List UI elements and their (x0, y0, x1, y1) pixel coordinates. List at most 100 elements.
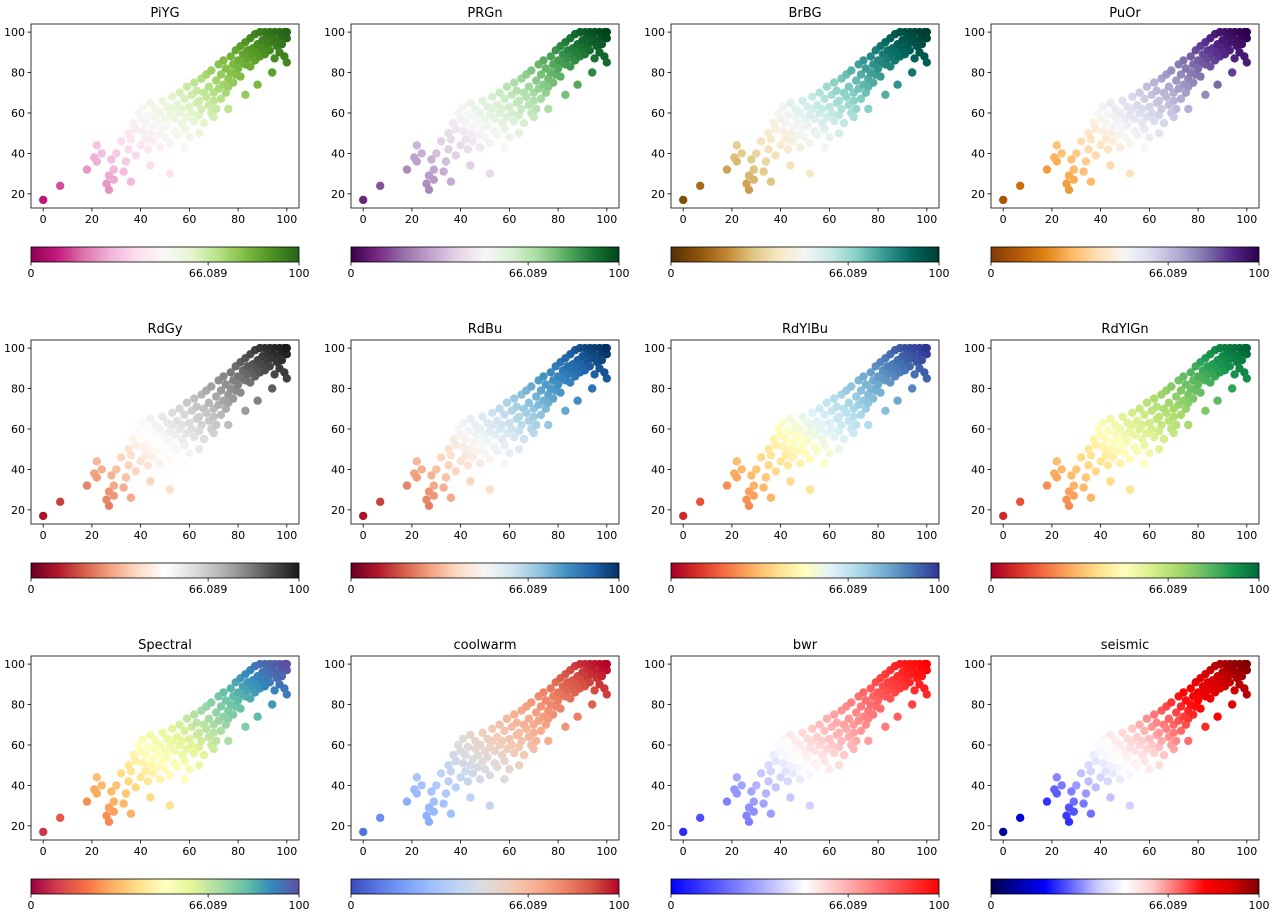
data-point (696, 813, 705, 822)
data-point (168, 724, 177, 733)
x-tick-label: 80 (871, 213, 885, 226)
data-point (180, 143, 189, 152)
data-point (497, 420, 507, 430)
data-point (146, 414, 155, 424)
data-point (1133, 447, 1142, 456)
data-point (136, 773, 145, 782)
data-point (556, 388, 565, 397)
x-tick-label: 20 (725, 845, 739, 858)
data-point (1130, 114, 1139, 124)
panel-title: Spectral (138, 638, 192, 653)
data-point (1150, 432, 1159, 442)
data-point (866, 684, 875, 693)
x-tick-label: 40 (774, 845, 788, 858)
data-point (439, 167, 448, 176)
colorbar-tick-label: 0 (28, 899, 35, 912)
colorbar-tick-label: 0 (988, 583, 995, 596)
data-point (514, 761, 524, 770)
data-point (602, 374, 611, 383)
data-point (732, 789, 741, 798)
data-point (1172, 736, 1181, 746)
data-point (1193, 696, 1203, 705)
data-point (253, 396, 262, 405)
data-point (532, 736, 541, 746)
data-point (282, 690, 291, 699)
data-point (190, 710, 199, 719)
data-point (158, 728, 167, 737)
data-point (1120, 765, 1130, 774)
data-point (783, 777, 793, 786)
data-point (131, 783, 140, 792)
x-tick-label: 100 (276, 845, 297, 858)
data-point (764, 461, 773, 470)
data-point (500, 143, 509, 152)
data-point (1115, 775, 1125, 784)
data-point (546, 368, 555, 377)
panel-title: PiYG (150, 6, 179, 21)
data-point (165, 771, 175, 780)
x-tick-label: 40 (134, 213, 148, 226)
data-point (424, 817, 434, 826)
data-point (893, 80, 902, 89)
data-point (92, 457, 102, 466)
data-point (478, 412, 487, 421)
x-tick-label: 0 (360, 845, 367, 858)
data-point (1128, 92, 1137, 102)
data-point (1042, 481, 1052, 490)
data-point (561, 722, 570, 731)
data-point (155, 459, 165, 468)
data-point (1142, 714, 1152, 723)
data-point (852, 76, 861, 85)
data-point (432, 149, 441, 158)
data-point (1159, 750, 1169, 760)
data-point (138, 418, 148, 428)
data-point (1167, 382, 1176, 391)
data-point (830, 432, 839, 442)
data-point (143, 742, 153, 752)
data-point (1237, 40, 1247, 49)
data-point (485, 485, 495, 494)
data-point (849, 728, 858, 737)
data-point (493, 447, 502, 456)
data-point (194, 728, 204, 737)
data-point (999, 827, 1008, 837)
data-point (759, 799, 768, 808)
data-point (402, 797, 412, 806)
data-point (766, 451, 776, 460)
data-point (1079, 167, 1088, 176)
data-point (432, 781, 441, 790)
data-point (842, 724, 851, 733)
data-point (1086, 451, 1096, 460)
data-point (1135, 88, 1144, 97)
data-point (417, 149, 426, 158)
data-point (805, 139, 815, 148)
data-point (1091, 756, 1101, 766)
data-point (1113, 434, 1122, 444)
data-point (451, 440, 460, 450)
data-point (908, 68, 917, 77)
data-point (131, 151, 140, 160)
data-point (121, 789, 131, 798)
data-point (141, 434, 150, 444)
data-point (744, 817, 754, 826)
data-point (265, 678, 274, 687)
data-point (190, 432, 199, 442)
data-point (436, 137, 446, 146)
data-point (402, 481, 412, 490)
data-point (747, 155, 756, 164)
data-point (1179, 56, 1188, 65)
data-point (1196, 388, 1205, 397)
data-point (143, 426, 153, 436)
data-point (778, 443, 788, 452)
data-point (822, 82, 832, 91)
data-point (190, 116, 199, 126)
data-point (158, 412, 167, 421)
data-point (1125, 455, 1135, 464)
data-point (696, 181, 705, 190)
data-point (529, 412, 538, 421)
data-point (485, 771, 495, 780)
data-point (808, 724, 817, 733)
colorbar-tick-label: 100 (609, 583, 630, 596)
data-point (679, 827, 688, 837)
data-point (163, 436, 172, 446)
